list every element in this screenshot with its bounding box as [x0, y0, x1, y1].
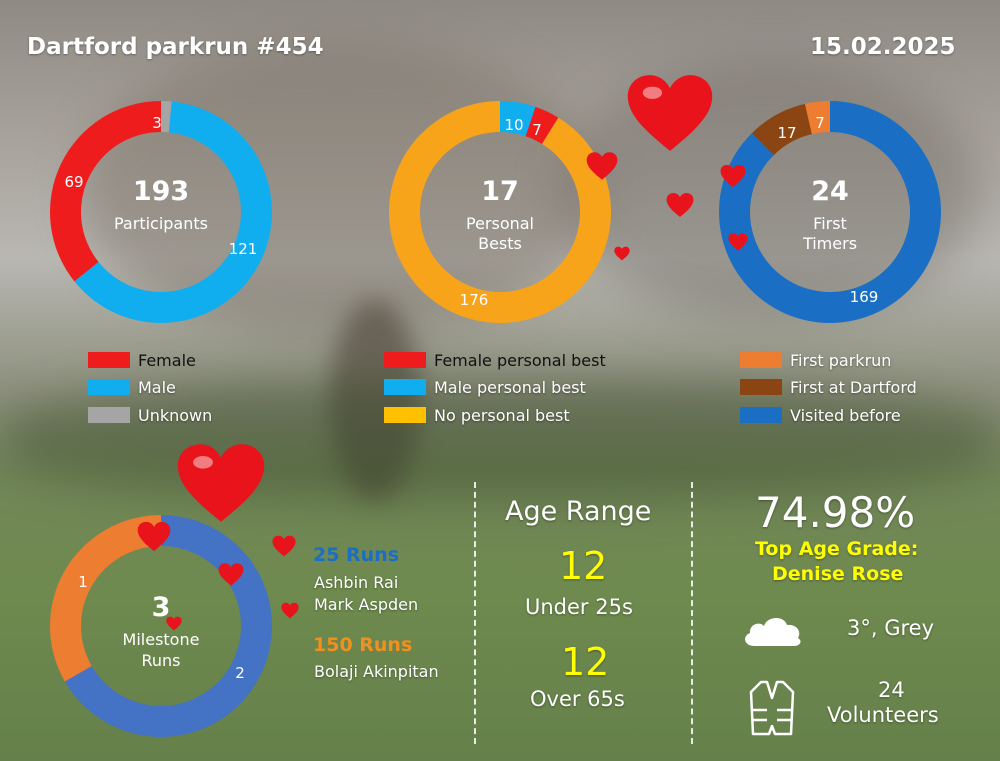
personal-bests-center-label-1: Personal — [466, 214, 534, 233]
legend-label-first-parkrun: First parkrun — [790, 350, 892, 370]
legend-swatch-first-at-dartford — [740, 379, 782, 395]
age-range-title: Age Range — [505, 496, 652, 527]
legend-male-pb: Male personal best — [384, 376, 586, 398]
participants-male-value-label: 121 — [229, 240, 258, 258]
legend-label-male-pb: Male personal best — [434, 377, 586, 397]
legend-label-no-pb: No personal best — [434, 405, 570, 425]
over-65-count: 12 — [561, 640, 610, 684]
event-date: 15.02.2025 — [810, 34, 956, 60]
donut-slice-first-parkrun — [804, 101, 830, 135]
volunteers-label: Volunteers — [827, 703, 939, 727]
legend-no-pb: No personal best — [384, 404, 570, 426]
legend-swatch-male-pb — [384, 379, 426, 395]
heart-icon — [177, 444, 265, 522]
background-bushes — [0, 380, 1000, 500]
visited-before-value-label: 169 — [850, 288, 879, 306]
first-timers-center-label-2: Timers — [802, 234, 857, 253]
legend-label-male: Male — [138, 377, 176, 397]
milestone-25-value-label: 2 — [235, 664, 245, 682]
legend-swatch-visited-before — [740, 407, 782, 423]
participants-center-label: Participants — [114, 214, 208, 233]
top-age-grade-value: 74.98% — [755, 488, 916, 537]
donut-slice-first-at-dartford — [751, 103, 812, 156]
milestone-25-name-1: Ashbin Rai — [314, 573, 399, 592]
milestone-150-value-label: 1 — [78, 573, 88, 591]
heart-icon — [728, 233, 748, 251]
divider-right — [691, 482, 693, 744]
legend-swatch-first-parkrun — [740, 352, 782, 368]
participants-unknown-value-label: 3 — [152, 114, 162, 132]
milestone-center-label-2: Runs — [141, 651, 180, 670]
heart-icon — [137, 521, 171, 552]
first-timers-total: 24 — [811, 176, 849, 207]
heart-icon — [627, 75, 713, 151]
personal-bests-total: 17 — [481, 176, 519, 207]
weather-text: 3°, Grey — [847, 616, 935, 640]
heart-icon — [218, 563, 244, 586]
heart-icon — [586, 152, 618, 180]
cloud-icon — [745, 617, 801, 646]
legend-swatch-female-pb — [384, 352, 426, 368]
background-tree-canopy — [80, 40, 600, 340]
milestone-25-name-2: Mark Aspden — [314, 595, 419, 614]
legend-label-first-at-dartford: First at Dartford — [790, 377, 917, 397]
personal-bests-center-label-2: Bests — [478, 234, 522, 253]
top-age-grade-name: Denise Rose — [772, 563, 904, 585]
donut-slice-male-personal-best — [500, 101, 536, 137]
donut-slice-150-runs — [49, 515, 161, 682]
milestone-150-title: 150 Runs — [313, 634, 413, 656]
under-25-label: Under 25s — [525, 595, 633, 619]
legend-female-pb: Female personal best — [384, 349, 606, 371]
participants-total: 193 — [133, 176, 189, 207]
legend-swatch-unknown — [88, 407, 130, 423]
legend-visited-before: Visited before — [740, 404, 901, 426]
male-pb-value-label: 10 — [504, 116, 523, 134]
background-tree-trunk — [330, 300, 420, 500]
legend-female: Female — [88, 349, 196, 371]
legend-label-female-pb: Female personal best — [434, 350, 606, 370]
hi-vis-vest-icon — [749, 680, 795, 736]
milestone-center-label-1: Milestone — [123, 630, 200, 649]
legend-unknown: Unknown — [88, 404, 212, 426]
volunteers-count: 24 — [878, 678, 905, 702]
donut-slice-male — [74, 101, 272, 323]
first-timers-center-label-1: First — [813, 214, 847, 233]
top-age-grade-label: Top Age Grade: — [755, 538, 919, 560]
page-title: Dartford parkrun #454 — [27, 34, 324, 60]
divider-left — [474, 482, 476, 744]
legend-label-unknown: Unknown — [138, 405, 213, 425]
no-pb-value-label: 176 — [460, 291, 489, 309]
first-parkrun-value-label: 7 — [815, 114, 825, 132]
first-at-dartford-value-label: 17 — [777, 124, 796, 142]
over-65-label: Over 65s — [530, 687, 625, 711]
donut-slice-female-personal-best — [525, 106, 559, 144]
legend-swatch-female — [88, 352, 130, 368]
heart-icon — [272, 535, 296, 557]
heart-icon — [720, 164, 746, 188]
milestone-runs-total: 3 — [152, 592, 171, 623]
legend-label-visited-before: Visited before — [790, 405, 901, 425]
legend-swatch-no-pb — [384, 407, 426, 423]
legend-swatch-male — [88, 379, 130, 395]
legend-first-at-dartford: First at Dartford — [740, 376, 917, 398]
donut-slice-female — [49, 101, 162, 282]
milestone-150-name-1: Bolaji Akinpitan — [314, 662, 439, 681]
legend-label-female: Female — [138, 350, 196, 370]
donut-slice-unknown — [161, 101, 172, 133]
female-pb-value-label: 7 — [532, 121, 542, 139]
heart-icon — [166, 616, 182, 631]
under-25-count: 12 — [559, 544, 608, 588]
legend-male: Male — [88, 376, 176, 398]
heart-icon — [281, 602, 299, 619]
legend-first-parkrun: First parkrun — [740, 349, 891, 371]
milestone-25-title: 25 Runs — [313, 544, 400, 566]
participants-female-value-label: 69 — [64, 173, 83, 191]
heart-icon — [614, 246, 630, 261]
heart-icon — [666, 192, 694, 218]
